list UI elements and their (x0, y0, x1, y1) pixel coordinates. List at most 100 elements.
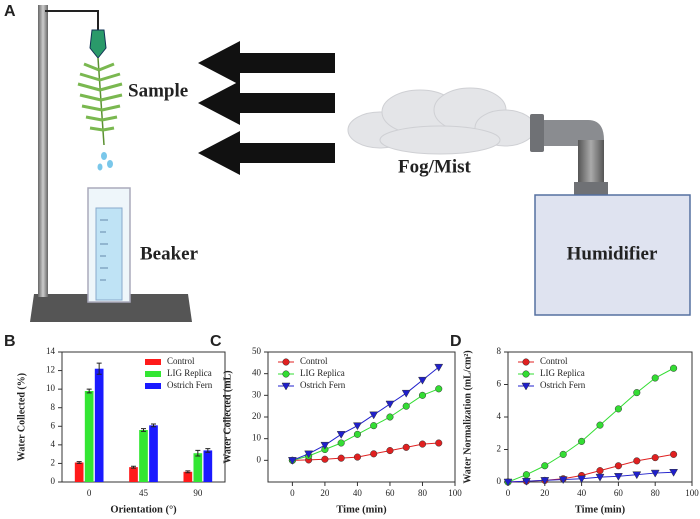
plot-frame (267, 351, 456, 483)
legend-label: Control (540, 356, 568, 366)
bar (84, 391, 94, 482)
pipe (530, 114, 608, 195)
y-tick-label: 0 (51, 476, 56, 486)
marker (559, 450, 567, 458)
marker (669, 469, 679, 477)
marker (595, 473, 605, 482)
y-tick-label: 8 (497, 346, 502, 356)
marker (651, 374, 659, 382)
label: Humidifier (567, 243, 658, 264)
marker (418, 440, 427, 448)
error-bar (205, 448, 211, 453)
marker (434, 363, 444, 372)
marker (613, 473, 623, 481)
marker (540, 477, 550, 485)
x-tick-label: 60 (385, 488, 395, 498)
marker (435, 439, 443, 447)
series-line (292, 442, 439, 461)
marker (650, 469, 660, 478)
series-line (507, 471, 674, 483)
legend-marker (282, 370, 290, 378)
legend-label: Ostrich Fern (540, 380, 586, 390)
bar (139, 430, 148, 482)
error-bar (131, 465, 137, 469)
y-axis-label: Water Collected (mL) (222, 370, 233, 463)
series-line (292, 388, 439, 461)
bar (74, 462, 84, 482)
y-tick-label: 50 (252, 346, 262, 356)
label: Beaker (140, 243, 199, 264)
legend-marker (522, 358, 530, 366)
marker (370, 422, 378, 430)
marker (418, 376, 427, 385)
marker (321, 455, 329, 463)
marker (541, 462, 549, 470)
marker (353, 422, 362, 431)
marker (337, 454, 345, 462)
marker (385, 400, 395, 409)
marker (287, 457, 297, 465)
marker (521, 477, 531, 486)
marker (596, 421, 604, 429)
marker (418, 391, 427, 399)
y-tick-label: 6 (51, 420, 56, 430)
x-tick-label: 100 (448, 488, 462, 498)
error-bar (96, 362, 102, 375)
x-tick-label: 60 (614, 488, 624, 498)
marker (633, 457, 641, 465)
series-line (507, 367, 674, 483)
legend-label: Control (300, 356, 328, 366)
x-axis-label: Time (min) (575, 504, 626, 515)
x-axis-label: Time (min) (336, 504, 387, 515)
plot-frame (507, 351, 693, 483)
y-tick-label: 10 (252, 433, 262, 443)
marker (633, 389, 641, 397)
marker (577, 475, 587, 484)
marker (670, 364, 678, 372)
y-tick-label: 8 (51, 402, 56, 412)
fern (77, 57, 123, 146)
humidifier-box (534, 194, 691, 316)
marker (522, 471, 530, 479)
legend-label: LIG Replica (167, 368, 212, 378)
y-axis-label: Water Normalization (mL/cm²) (462, 350, 473, 483)
marker (614, 405, 622, 413)
error-bar (195, 449, 201, 457)
x-tick-label: 80 (418, 488, 428, 498)
marker (503, 478, 513, 487)
error-bar (76, 461, 82, 464)
marker (402, 443, 410, 451)
bar (149, 425, 158, 482)
bar (183, 471, 193, 482)
bar (203, 450, 213, 482)
x-tick-label: 0 (290, 488, 295, 498)
legend-swatch (145, 359, 161, 365)
y-tick-label: 2 (51, 457, 56, 467)
marker (614, 462, 622, 470)
marker (401, 389, 411, 398)
marker (369, 411, 379, 420)
marker (353, 453, 361, 461)
y-axis-label: Water Collected (%) (16, 373, 27, 461)
error-bar (185, 470, 191, 474)
legend-label: LIG Replica (540, 368, 585, 378)
marker (320, 441, 330, 450)
legend-label: Ostrich Fern (300, 380, 346, 390)
marker (386, 413, 394, 421)
panel-letter: C (210, 333, 222, 350)
bar (129, 467, 138, 482)
bar (94, 368, 104, 482)
cloud (347, 87, 536, 155)
marker (651, 454, 659, 462)
beaker (87, 187, 131, 303)
x-tick-label: 20 (540, 488, 550, 498)
error-bar (141, 428, 146, 432)
x-tick-label: 100 (685, 488, 699, 498)
legend-swatch (145, 383, 161, 389)
x-tick-label: 90 (193, 488, 203, 498)
marker (386, 447, 394, 455)
x-tick-label: 0 (506, 488, 511, 498)
y-tick-label: 40 (252, 368, 262, 378)
y-tick-label: 10 (46, 383, 56, 393)
